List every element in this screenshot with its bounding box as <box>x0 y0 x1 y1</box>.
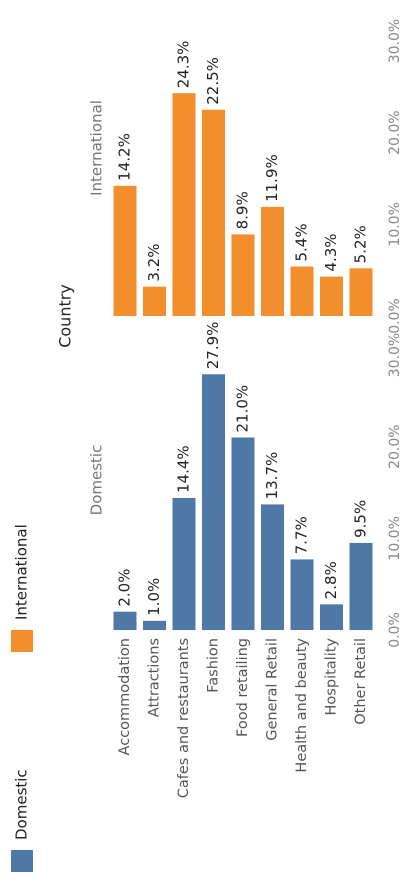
data-label-domestic-accommodation: 2.0% <box>116 569 134 607</box>
value-tick-domestic-0: 0.0% <box>387 612 403 648</box>
category-label-other-retail: Other Retail <box>353 638 369 725</box>
bar-international-food-retailing <box>231 234 255 316</box>
data-label-international-food-retailing: 8.9% <box>234 191 252 229</box>
category-label-hospitality: Hospitality <box>324 638 340 716</box>
bar-international-health-and-beauty <box>290 266 314 316</box>
bar-domestic-attractions <box>143 620 166 630</box>
value-tick-international-0: 0.0% <box>387 298 403 334</box>
legend-label-international: International <box>13 524 31 620</box>
data-label-domestic-food-retailing: 21.0% <box>234 385 252 433</box>
bar-international-hospitality <box>320 276 343 316</box>
data-label-domestic-other-retail: 9.5% <box>352 500 370 538</box>
value-tick-domestic-2: 20.0% <box>387 424 403 468</box>
bar-domestic-cafes-and-restaurants <box>172 498 196 630</box>
bar-international-cafes-and-restaurants <box>172 93 196 316</box>
bar-domestic-other-retail <box>349 542 373 630</box>
value-tick-international-3: 30.0% <box>387 19 403 63</box>
value-tick-international-1: 10.0% <box>387 202 403 246</box>
category-label-health-and-beauty: Health and beauty <box>294 638 310 773</box>
bar-international-fashion <box>202 109 225 316</box>
panel-international: International 0.0% 10.0% 20.0% 30.0% 14.2% 3.2… <box>88 19 404 334</box>
value-tick-international-2: 20.0% <box>387 110 403 154</box>
category-label-general-retail: General Retail <box>265 638 281 741</box>
data-label-international-health-and-beauty: 5.4% <box>293 223 311 261</box>
panel-label-domestic: Domestic <box>88 445 106 516</box>
bar-international-accommodation <box>113 185 137 316</box>
legend-label-domestic: Domestic <box>13 769 31 840</box>
category-label-fashion: Fashion <box>206 638 222 693</box>
bar-domestic-accommodation <box>113 611 137 630</box>
bar-international-attractions <box>143 286 166 316</box>
data-label-international-general-retail: 11.9% <box>263 154 281 202</box>
data-label-international-hospitality: 4.3% <box>322 233 340 271</box>
category-label-accommodation: Accommodation <box>117 638 133 755</box>
legend-swatch-international <box>11 630 33 652</box>
category-label-attractions: Attractions <box>147 638 163 717</box>
column-header: Country <box>56 284 75 348</box>
data-label-international-fashion: 22.5% <box>204 57 222 105</box>
data-label-domestic-cafes-and-restaurants: 14.4% <box>175 445 193 493</box>
data-label-international-cafes-and-restaurants: 24.3% <box>175 41 193 89</box>
category-label-cafes-and-restaurants: Cafes and restaurants <box>176 638 192 798</box>
bar-domestic-fashion <box>202 374 225 630</box>
value-tick-domestic-3: 30.0% <box>387 333 403 377</box>
data-label-international-attractions: 3.2% <box>145 244 163 282</box>
category-label-food-retailing: Food retailing <box>235 638 251 737</box>
data-label-domestic-hospitality: 2.8% <box>322 561 340 599</box>
data-label-international-accommodation: 14.2% <box>116 133 134 181</box>
bar-international-general-retail <box>261 206 284 316</box>
data-label-domestic-fashion: 27.9% <box>204 322 222 370</box>
bar-domestic-food-retailing <box>231 437 255 630</box>
data-label-domestic-health-and-beauty: 7.7% <box>293 516 311 554</box>
panel-label-international: International <box>88 100 106 196</box>
data-label-domestic-attractions: 1.0% <box>145 578 163 616</box>
bar-domestic-health-and-beauty <box>290 559 314 630</box>
value-tick-domestic-1: 10.0% <box>387 516 403 560</box>
data-label-international-other-retail: 5.2% <box>352 225 370 263</box>
legend: Domestic International <box>11 524 33 872</box>
data-label-domestic-general-retail: 13.7% <box>263 452 281 500</box>
bar-domestic-general-retail <box>261 504 284 630</box>
panel-domestic: Domestic 0.0% 10.0% 20.0% 30.0% 2.0% 1.0% 14.4%… <box>88 322 404 799</box>
legend-swatch-domestic <box>11 850 33 872</box>
bar-domestic-hospitality <box>320 604 343 630</box>
bar-international-other-retail <box>349 268 373 316</box>
